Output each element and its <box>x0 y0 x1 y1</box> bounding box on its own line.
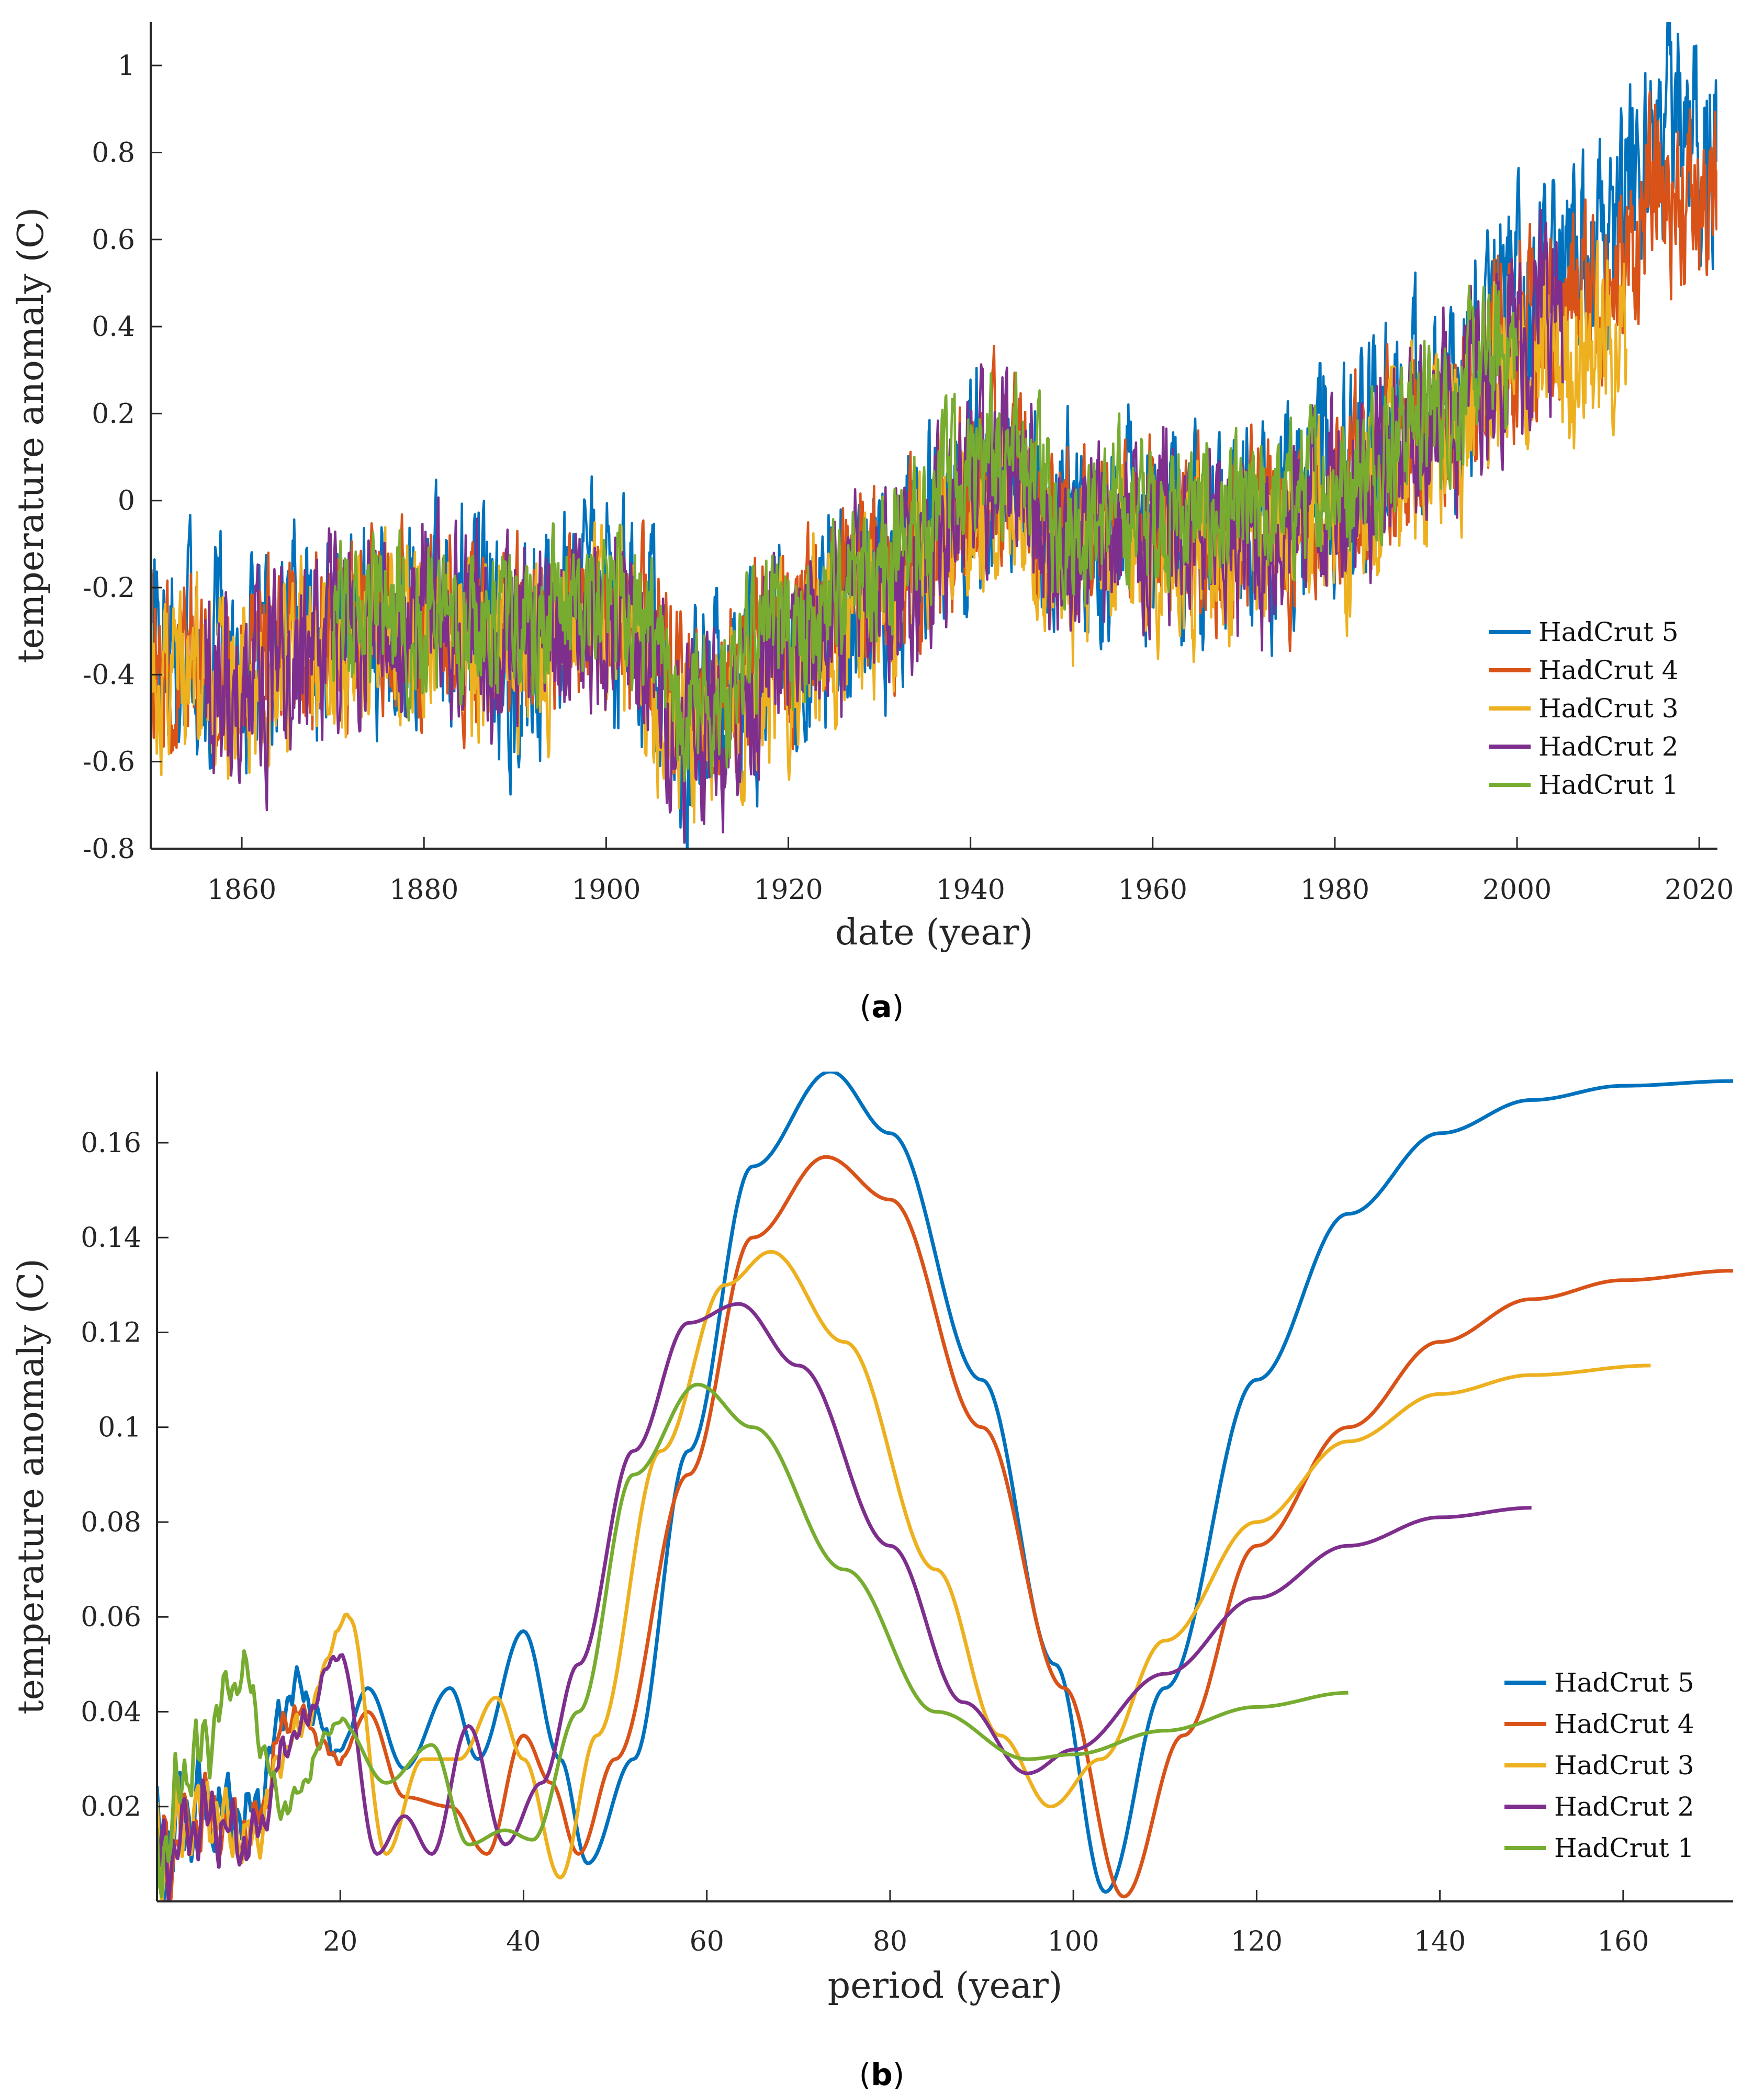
series-line-b-hadcrut-4 <box>157 1155 1733 1901</box>
y-tick-label-a: 0.4 <box>92 311 135 343</box>
x-tick-label-b: 40 <box>506 1926 541 1957</box>
legend-label-b: HadCrut 4 <box>1554 1709 1694 1739</box>
y-tick-label-a: -0.4 <box>83 659 135 691</box>
x-tick-label-b: 100 <box>1048 1926 1099 1957</box>
x-tick-label-a: 2020 <box>1665 874 1734 906</box>
legend-label-a: HadCrut 1 <box>1538 770 1679 800</box>
series-line-b-hadcrut-2 <box>157 1302 1532 1901</box>
legend-b: HadCrut 5 HadCrut 4 HadCrut 3 HadCrut 2 HadC… <box>1504 1668 1694 1863</box>
plot-area-a <box>151 22 1717 849</box>
legend-label-b: HadCrut 3 <box>1554 1750 1694 1781</box>
x-tick-label-a: 1880 <box>389 874 458 906</box>
y-tick-label-b: 0.08 <box>81 1507 141 1538</box>
y-tick-label-a: 0.6 <box>92 224 135 256</box>
y-tick-label-a: 0 <box>118 486 135 517</box>
x-tick-label-a: 1940 <box>936 874 1005 906</box>
x-tick-label-b: 80 <box>873 1926 907 1957</box>
legend-label-b: HadCrut 2 <box>1554 1792 1694 1822</box>
y-tick-label-b: 0.04 <box>81 1696 141 1728</box>
y-tick-label-a: 1 <box>118 50 135 82</box>
x-tick-label-b: 20 <box>323 1926 357 1957</box>
x-tick-label-a: 1860 <box>207 874 276 906</box>
y-tick-label-a: -0.6 <box>83 747 135 778</box>
y-tick-label-a: 0.8 <box>92 137 135 168</box>
legend-label-a: HadCrut 2 <box>1538 731 1679 762</box>
series-line-b-hadcrut-5 <box>157 1072 1733 1901</box>
caption-a: (a) <box>860 989 904 1024</box>
series-line-b-hadcrut-3 <box>157 1249 1651 1901</box>
x-tick-label-a: 2000 <box>1482 874 1552 906</box>
x-axis-title-b: period (year) <box>828 1965 1063 2007</box>
x-axis-title-a: date (year) <box>835 912 1033 953</box>
plot-area-b <box>157 1072 1733 1901</box>
x-tick-label-b: 140 <box>1414 1926 1466 1957</box>
x-tick-label-a: 1920 <box>754 874 823 906</box>
x-tick-label-b: 60 <box>690 1926 724 1957</box>
y-tick-label-b: 0.06 <box>81 1602 141 1633</box>
legend-label-a: HadCrut 5 <box>1538 617 1679 647</box>
y-tick-label-a: -0.2 <box>83 572 135 604</box>
series-line-a-hadcrut-1 <box>331 284 1519 783</box>
legend-a: HadCrut 5 HadCrut 4 HadCrut 3 HadCrut 2 HadC… <box>1489 617 1679 800</box>
y-tick-label-b: 0.1 <box>98 1412 141 1444</box>
panel-b: 20 40 60 80 100 120 140 160 0.02 0.04 0.06 0.08 0.1 0… <box>10 1072 1733 2007</box>
caption-b: (b) <box>859 2057 905 2092</box>
legend-label-a: HadCrut 3 <box>1538 693 1679 724</box>
y-axis-title-b: temperature anomaly (C) <box>10 1258 52 1715</box>
panel-a: 1860 1880 1900 1920 1940 1960 1980 2000 2020 -0.8… <box>10 22 1734 953</box>
y-tick-label-b: 0.14 <box>81 1222 141 1254</box>
x-tick-label-a: 1900 <box>571 874 641 906</box>
y-tick-label-b: 0.12 <box>81 1317 141 1348</box>
y-tick-label-b: 0.02 <box>81 1792 141 1823</box>
x-tick-label-b: 160 <box>1597 1926 1649 1957</box>
y-tick-label-a: 0.2 <box>92 398 135 430</box>
x-tick-label-a: 1980 <box>1300 874 1369 906</box>
series-line-b-hadcrut-1 <box>157 1382 1349 1899</box>
y-axis-title-a: temperature anomaly (C) <box>10 207 52 663</box>
x-tick-label-a: 1960 <box>1118 874 1187 906</box>
y-tick-label-a: -0.8 <box>83 834 135 865</box>
x-tick-label-b: 120 <box>1231 1926 1283 1957</box>
legend-label-b: HadCrut 1 <box>1554 1833 1694 1863</box>
legend-label-b: HadCrut 5 <box>1554 1668 1694 1698</box>
legend-label-a: HadCrut 4 <box>1538 655 1679 685</box>
y-tick-label-b: 0.16 <box>81 1128 141 1159</box>
